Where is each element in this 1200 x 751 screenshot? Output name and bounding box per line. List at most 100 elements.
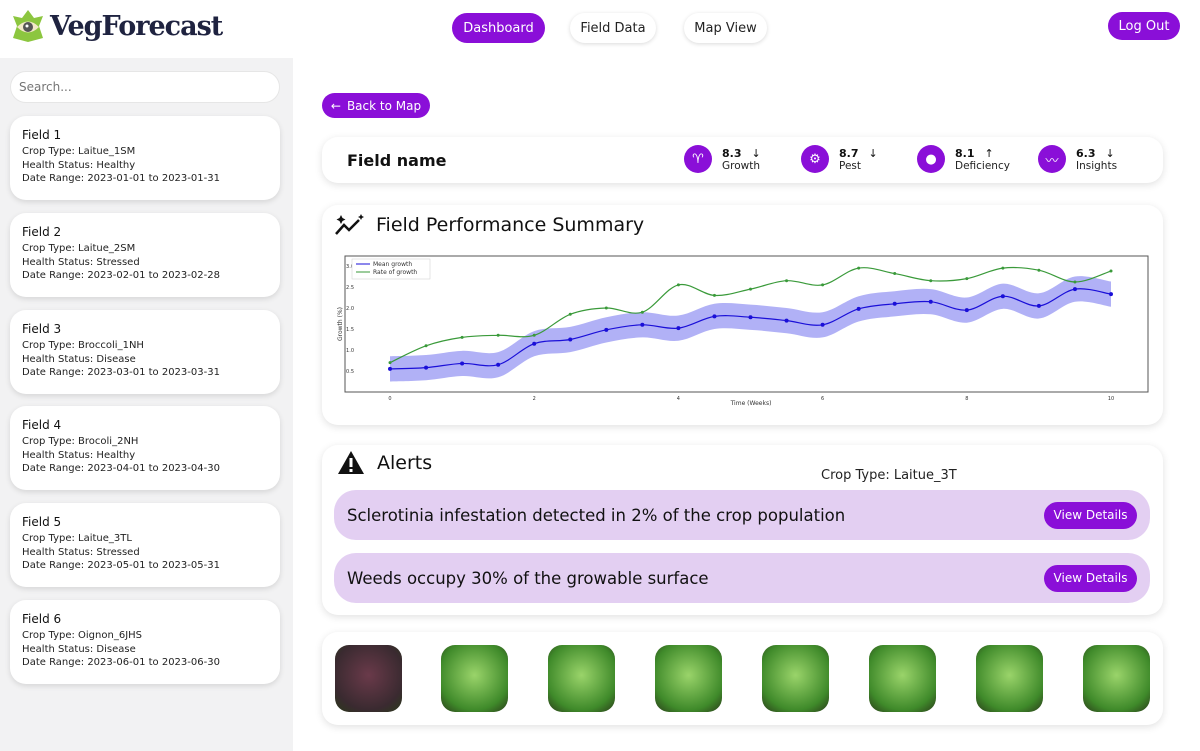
field-health-status: Health Status: Stressed — [22, 256, 140, 268]
rate-of-growth-point — [568, 312, 572, 316]
crop-image[interactable] — [869, 645, 936, 712]
mean-growth-point — [604, 327, 609, 332]
y-tick-label: 3.0 — [346, 264, 354, 270]
back-label: Back to Map — [346, 98, 422, 113]
search-input[interactable] — [10, 71, 280, 103]
rate-of-growth-point — [640, 310, 644, 314]
field-card[interactable]: Field 3 Crop Type: Broccoli_1NH Health S… — [10, 310, 280, 394]
field-crop-type: Crop Type: Broccoli_1NH — [22, 340, 144, 351]
field-crop-type: Crop Type: Laitue_1SM — [22, 146, 136, 157]
field-name: Field 2 — [22, 225, 62, 239]
drop-icon: ● — [917, 145, 945, 173]
field-date-range: Date Range: 2023-06-01 to 2023-06-30 — [22, 657, 220, 668]
logo[interactable]: VegForecast — [10, 8, 223, 44]
view-details-button[interactable]: View Details — [1044, 501, 1137, 529]
y-tick-label: 2.5 — [346, 285, 354, 291]
crop-image[interactable] — [441, 645, 508, 712]
rate-of-growth-point — [785, 279, 789, 283]
nav-field-data[interactable]: Field Data — [570, 13, 656, 43]
crop-image[interactable] — [548, 645, 615, 712]
field-date-range: Date Range: 2023-03-01 to 2023-03-31 — [22, 367, 220, 378]
field-name: Field 4 — [22, 418, 62, 432]
rate-of-growth-point — [676, 283, 680, 287]
logout-button[interactable]: Log Out — [1108, 12, 1180, 40]
trend-arrow-icon: ↑ — [984, 146, 994, 160]
field-card[interactable]: Field 1 Crop Type: Laitue_1SM Health Sta… — [10, 116, 280, 200]
field-card[interactable]: Field 6 Crop Type: Oignon_6JHS Health St… — [10, 600, 280, 684]
rate-of-growth-point — [857, 266, 861, 270]
metric-label: Pest — [839, 159, 862, 172]
field-crop-type: Crop Type: Laitue_2SM — [22, 243, 136, 254]
view-details-button[interactable]: View Details — [1044, 564, 1137, 592]
metric-label: Growth — [722, 159, 761, 172]
metric-value: 6.3 — [1076, 146, 1096, 160]
y-tick-label: 1.0 — [346, 348, 354, 354]
nav-map-view[interactable]: Map View — [684, 13, 767, 43]
mean-growth-point — [640, 322, 645, 327]
trend-icon: 〰 — [1038, 145, 1066, 173]
y-tick-label: 1.5 — [346, 327, 354, 333]
field-crop-type: Crop Type: Brocoli_2NH — [22, 436, 139, 447]
crop-image[interactable] — [655, 645, 722, 712]
crop-image[interactable] — [762, 645, 829, 712]
back-to-map-button[interactable]: ← Back to Map — [322, 93, 430, 118]
field-name: Field 5 — [22, 515, 62, 529]
mean-growth-point — [532, 341, 537, 346]
rate-of-growth-point — [965, 277, 969, 281]
rate-of-growth-point — [749, 287, 752, 291]
mean-growth-point — [712, 314, 717, 319]
crop-image[interactable] — [1083, 645, 1150, 712]
mean-growth-point — [820, 322, 825, 327]
sparkle-trend-icon — [335, 214, 364, 235]
mean-growth-point — [964, 308, 969, 313]
field-date-range: Date Range: 2023-02-01 to 2023-02-28 — [22, 270, 220, 281]
metric-label: Deficiency — [955, 159, 1010, 172]
y-tick-label: 2.0 — [346, 306, 354, 312]
metric-label: Insights — [1076, 159, 1118, 172]
rate-of-growth-point — [1001, 266, 1005, 270]
field-card[interactable]: Field 5 Crop Type: Laitue_3TL Health Sta… — [10, 503, 280, 587]
rate-of-growth-point — [460, 335, 464, 339]
mean-growth-point — [748, 315, 753, 320]
rate-of-growth-point — [496, 333, 500, 337]
x-tick-label: 2 — [533, 396, 536, 402]
mean-growth-point — [892, 301, 897, 306]
alert-text: Weeds occupy 30% of the growable surface — [347, 568, 709, 588]
trend-arrow-icon: ↓ — [868, 146, 878, 160]
field-name: Field 6 — [22, 612, 62, 626]
field-summary-bar — [322, 137, 1163, 183]
arrow-left-icon: ← — [330, 98, 341, 113]
alert-item: Weeds occupy 30% of the growable surface… — [334, 553, 1150, 603]
y-axis-label: Growth (%) — [337, 307, 344, 341]
rate-of-growth-point — [712, 293, 716, 297]
trend-arrow-icon: ↓ — [1105, 146, 1115, 160]
legend-entry: Rate of growth — [373, 269, 417, 276]
field-card[interactable]: Field 2 Crop Type: Laitue_2SM Health Sta… — [10, 213, 280, 297]
nav-dashboard[interactable]: Dashboard — [452, 13, 545, 43]
rate-of-growth-point — [604, 306, 608, 310]
x-tick-label: 8 — [965, 396, 968, 402]
field-health-status: Health Status: Stressed — [22, 546, 140, 558]
field-name: Field 3 — [22, 322, 62, 336]
alert-text: Sclerotinia infestation detected in 2% o… — [347, 505, 846, 525]
performance-title: Field Performance Summary — [376, 214, 645, 236]
metric-value: 8.3 — [722, 146, 742, 160]
field-card[interactable]: Field 4 Crop Type: Brocoli_2NH Health St… — [10, 406, 280, 490]
field-health-status: Health Status: Healthy — [22, 159, 136, 171]
field-crop-type: Crop Type: Laitue_3TL — [22, 533, 132, 544]
rate-of-growth-point — [893, 272, 897, 276]
growth-chart: 0 2 4 6 8 10 0.5 1.0 1.5 2.0 2.5 3.0 Time (Weeks) Gro… — [337, 255, 1149, 407]
y-tick-label: 0.5 — [346, 369, 354, 375]
field-health-status: Health Status: Disease — [22, 643, 136, 655]
mean-growth-point — [496, 362, 501, 367]
crop-image[interactable] — [976, 645, 1043, 712]
rate-of-growth-point — [1037, 268, 1041, 272]
rate-of-growth-point — [1073, 280, 1077, 284]
logo-leaf-eye-icon — [13, 10, 43, 42]
field-date-range: Date Range: 2023-04-01 to 2023-04-30 — [22, 463, 220, 474]
crop-image[interactable] — [335, 645, 402, 712]
field-health-status: Health Status: Healthy — [22, 449, 136, 461]
field-date-range: Date Range: 2023-05-01 to 2023-05-31 — [22, 560, 220, 571]
crop-type-label: Crop Type: Laitue_3T — [821, 468, 957, 483]
alert-item: Sclerotinia infestation detected in 2% o… — [334, 490, 1150, 540]
